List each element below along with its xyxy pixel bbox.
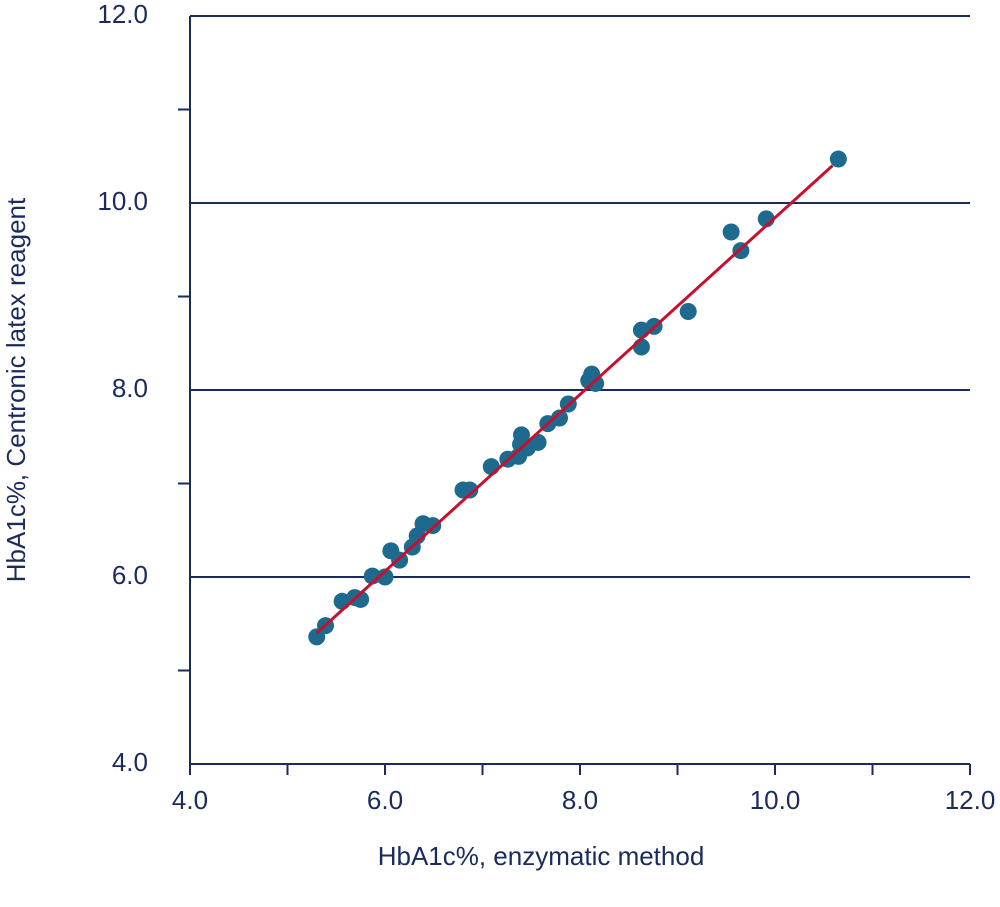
point (722, 223, 740, 241)
y-tick-label: 10.0 (97, 186, 148, 216)
y-tick-label: 8.0 (112, 373, 148, 403)
y-tick-label: 4.0 (112, 747, 148, 777)
x-tick-label: 6.0 (367, 785, 403, 815)
point (679, 302, 697, 320)
x-axis-title: HbA1c%, enzymatic method (378, 841, 705, 871)
point (513, 426, 530, 444)
x-tick-label: 8.0 (562, 785, 598, 815)
y-axis-title: HbA1c%, Centronic latex reagent (1, 197, 31, 582)
x-tick-label: 12.0 (945, 785, 996, 815)
point (376, 568, 394, 586)
point (632, 338, 650, 356)
point (461, 481, 479, 499)
point (587, 374, 605, 392)
point (829, 150, 847, 168)
point (551, 409, 569, 427)
y-tick-label: 6.0 (112, 560, 148, 590)
x-tick-label: 4.0 (172, 785, 208, 815)
trend-line (315, 164, 834, 635)
y-tick-label: 12.0 (97, 0, 148, 29)
x-tick-label: 10.0 (750, 785, 801, 815)
point (482, 458, 500, 476)
